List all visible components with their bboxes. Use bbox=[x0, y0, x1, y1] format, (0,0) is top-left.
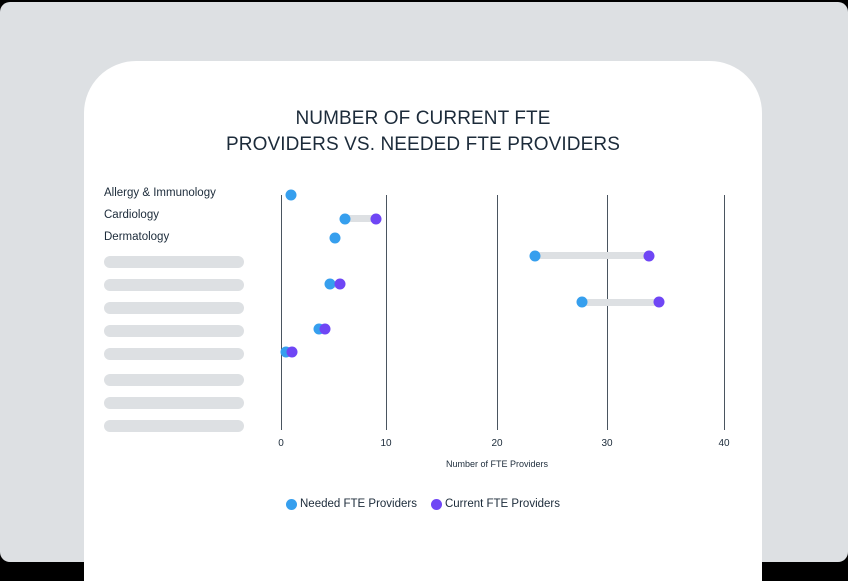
current-dot bbox=[286, 346, 298, 358]
placeholder-label-bar bbox=[104, 374, 244, 386]
chart-legend: Needed FTE Providers Current FTE Provide… bbox=[286, 498, 574, 510]
current-dot bbox=[319, 323, 331, 335]
placeholder-label-bar bbox=[104, 279, 244, 291]
category-label-dermatology: Dermatology bbox=[104, 231, 170, 243]
x-tick-label: 20 bbox=[491, 438, 503, 449]
needed-dot bbox=[285, 189, 297, 201]
current-dot bbox=[370, 213, 382, 225]
legend-needed-label: Needed FTE Providers bbox=[300, 498, 417, 510]
connector-bar bbox=[345, 215, 376, 222]
gridline-40 bbox=[724, 195, 725, 430]
connector-bar bbox=[535, 252, 649, 259]
gridline-20 bbox=[497, 195, 498, 430]
chart-title-line-1: NUMBER OF CURRENT FTE bbox=[295, 108, 551, 129]
legend-needed-dot-icon bbox=[286, 498, 297, 510]
placeholder-label-bar bbox=[104, 325, 244, 337]
needed-dot bbox=[529, 250, 541, 262]
connector-bar bbox=[582, 299, 659, 306]
placeholder-label-bar bbox=[104, 420, 244, 432]
needed-dot bbox=[324, 278, 336, 290]
legend-current-label: Current FTE Providers bbox=[444, 498, 560, 510]
gridline-0 bbox=[281, 195, 282, 430]
placeholder-label-bar bbox=[104, 256, 244, 268]
x-axis-label: Number of FTE Providers bbox=[445, 459, 549, 469]
legend-current-dot-icon bbox=[430, 498, 442, 510]
placeholder-label-bar bbox=[104, 397, 244, 409]
chart-card bbox=[84, 61, 762, 581]
legend-item-needed[interactable]: Needed FTE Providers bbox=[286, 498, 417, 510]
placeholder-label-bar bbox=[104, 348, 244, 360]
chart-title: NUMBER OF CURRENT FTE PROVIDERS VS. NEED… bbox=[84, 106, 762, 158]
needed-dot bbox=[576, 296, 588, 308]
gridline-30 bbox=[607, 195, 608, 430]
x-tick-label: 0 bbox=[278, 438, 284, 449]
x-tick-label: 10 bbox=[380, 438, 392, 449]
needed-dot bbox=[339, 213, 351, 225]
legend-item-current[interactable]: Current FTE Providers bbox=[430, 498, 560, 510]
needed-dot bbox=[280, 346, 292, 358]
x-tick-label: 30 bbox=[601, 438, 613, 449]
current-dot bbox=[334, 278, 346, 290]
current-dot bbox=[643, 250, 655, 262]
gridline-10 bbox=[386, 195, 387, 430]
needed-dot bbox=[313, 323, 325, 335]
chart-title-line-2: PROVIDERS VS. NEEDED FTE PROVIDERS bbox=[225, 134, 621, 155]
category-label-allergy: Allergy & Immunology bbox=[104, 187, 216, 199]
placeholder-label-bar bbox=[104, 302, 244, 314]
x-tick-label: 40 bbox=[718, 438, 730, 449]
needed-dot bbox=[329, 232, 341, 244]
category-label-cardiology: Cardiology bbox=[104, 209, 159, 221]
current-dot bbox=[653, 296, 665, 308]
